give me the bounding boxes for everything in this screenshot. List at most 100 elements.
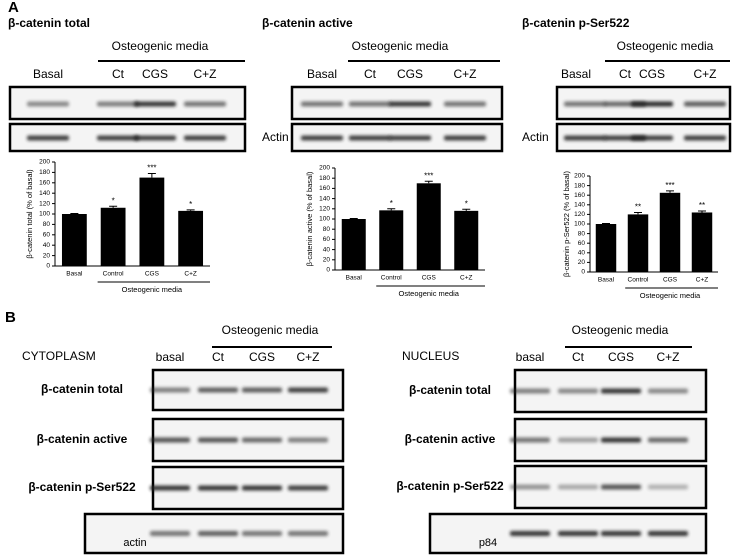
- band: [184, 135, 226, 141]
- y-tick-label: 200: [39, 159, 50, 166]
- y-tick-label: 20: [43, 252, 51, 259]
- significance: ***: [424, 171, 433, 180]
- bar: [178, 210, 204, 266]
- lane-label: CGS: [249, 350, 275, 364]
- y-tick-label: 40: [43, 242, 51, 249]
- band: [288, 531, 328, 536]
- actin-label: Actin: [262, 130, 289, 144]
- group-header: Osteogenic media: [222, 323, 319, 337]
- x-tick-label: Basal: [66, 271, 83, 278]
- significance: ***: [147, 164, 156, 173]
- y-tick-label: 160: [574, 192, 585, 199]
- y-tick-label: 180: [319, 175, 330, 182]
- y-tick-label: 180: [574, 182, 585, 189]
- bar: [595, 224, 617, 272]
- band: [288, 437, 328, 443]
- lane-label: Ct: [572, 350, 585, 364]
- lane-label: C+Z: [296, 350, 319, 364]
- y-tick-label: 120: [574, 211, 585, 218]
- y-axis-label: β-catenin total (% of basal): [25, 169, 34, 259]
- y-tick-label: 120: [319, 206, 330, 213]
- y-tick-label: 0: [46, 263, 50, 270]
- y-tick-label: 140: [39, 190, 50, 197]
- band: [198, 437, 238, 443]
- band: [242, 437, 282, 443]
- actin-label: Actin: [522, 130, 549, 144]
- row-label: p84: [479, 537, 497, 549]
- band: [150, 437, 190, 443]
- band: [648, 531, 688, 536]
- error-bar: [666, 190, 674, 193]
- band: [288, 387, 328, 393]
- significance: *: [189, 200, 192, 209]
- lane-label: CGS: [608, 350, 634, 364]
- error-bar: [147, 172, 156, 178]
- band: [648, 388, 688, 394]
- y-axis-label: β-catenin p-Ser522 (% of basal): [562, 170, 571, 277]
- y-tick-label: 100: [39, 211, 50, 218]
- y-axis-label: β-catenin active (% of basal): [305, 171, 314, 266]
- row-label: β-catenin total: [41, 382, 123, 396]
- lane-label: Ct: [619, 67, 632, 81]
- significance: *: [465, 199, 468, 208]
- row-label: β-catenin active: [37, 432, 128, 446]
- x-tick-label: Control: [103, 271, 125, 278]
- significance: *: [390, 199, 393, 208]
- y-tick-label: 100: [574, 221, 585, 228]
- row-label: β-catenin active: [405, 432, 496, 446]
- bar: [416, 183, 441, 270]
- y-tick-label: 80: [323, 226, 331, 233]
- y-tick-label: 160: [39, 180, 50, 187]
- y-tick-label: 140: [574, 202, 585, 209]
- band: [242, 387, 282, 393]
- lane-label: CGS: [397, 67, 423, 81]
- panel-label: B: [5, 309, 16, 326]
- row-label: actin: [123, 537, 146, 549]
- bar: [659, 192, 681, 272]
- error-bar: [109, 205, 118, 208]
- band: [684, 135, 726, 141]
- band: [648, 437, 688, 443]
- lane-label: CGS: [639, 67, 665, 81]
- error-bar: [387, 208, 396, 211]
- significance: **: [635, 203, 641, 212]
- group-label: Osteogenic media: [122, 285, 183, 294]
- band: [184, 101, 226, 107]
- lane-label: C+Z: [193, 67, 216, 81]
- band: [150, 387, 190, 393]
- x-tick-label: C+Z: [460, 275, 472, 282]
- band: [301, 135, 343, 141]
- error-bar: [186, 209, 195, 211]
- bar: [139, 177, 165, 266]
- lane-label: basal: [156, 350, 185, 364]
- error-bar: [634, 211, 642, 215]
- band: [301, 101, 343, 107]
- band: [648, 484, 688, 490]
- y-tick-label: 60: [578, 240, 586, 247]
- lane-label: C+Z: [693, 67, 716, 81]
- band: [631, 101, 673, 107]
- band: [27, 101, 69, 107]
- group-header: Osteogenic media: [352, 39, 449, 53]
- bar: [454, 210, 479, 270]
- y-tick-label: 0: [581, 269, 585, 276]
- band: [510, 531, 550, 536]
- group-header: Osteogenic media: [617, 39, 714, 53]
- significance: **: [699, 201, 705, 210]
- band: [510, 437, 550, 443]
- compartment: CYTOPLASM: [22, 349, 96, 363]
- row-label: β-catenin total: [409, 383, 491, 397]
- lane-label: CGS: [142, 67, 168, 81]
- error-bar: [424, 180, 433, 184]
- band: [444, 101, 486, 107]
- lane-label: Basal: [307, 67, 337, 81]
- band: [97, 135, 139, 141]
- row-label: β-catenin p-Ser522: [28, 480, 136, 494]
- y-tick-label: 80: [43, 221, 51, 228]
- panel-label: A: [8, 0, 19, 16]
- lane-label: C+Z: [453, 67, 476, 81]
- y-tick-label: 120: [39, 200, 50, 207]
- y-tick-label: 60: [43, 232, 51, 239]
- error-bar: [698, 210, 706, 213]
